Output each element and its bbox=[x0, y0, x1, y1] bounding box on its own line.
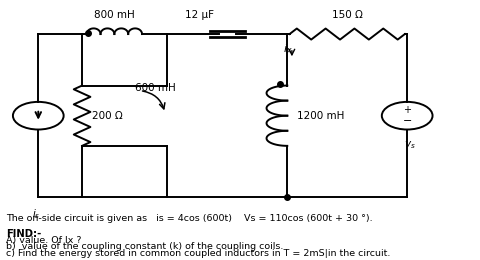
Text: b)  value of the coupling constant (k) of the coupling coils.: b) value of the coupling constant (k) of… bbox=[6, 242, 283, 251]
Text: A) value. Of Ix ?: A) value. Of Ix ? bbox=[6, 236, 82, 245]
Text: 800 mH: 800 mH bbox=[94, 10, 135, 20]
Text: c) Find the energy stored in common coupled inductors in T = 2mS|in the circuit.: c) Find the energy stored in common coup… bbox=[6, 249, 390, 258]
Text: FIND:-: FIND:- bbox=[6, 229, 41, 239]
Text: 1200 mH: 1200 mH bbox=[298, 111, 345, 121]
Text: $v_s$: $v_s$ bbox=[404, 140, 415, 151]
Text: The on-side circuit is given as   is = 4cos (600t)    Vs = 110cos (600t + 30 °).: The on-side circuit is given as is = 4co… bbox=[6, 214, 372, 223]
Text: −: − bbox=[403, 116, 412, 126]
Text: $i_s$: $i_s$ bbox=[32, 207, 40, 221]
Text: 150 Ω: 150 Ω bbox=[332, 10, 363, 20]
Text: $i_x$: $i_x$ bbox=[283, 42, 292, 56]
Text: 12 μF: 12 μF bbox=[185, 10, 214, 20]
Text: 200 Ω: 200 Ω bbox=[92, 111, 123, 121]
Text: 600 mH: 600 mH bbox=[135, 83, 176, 93]
Text: +: + bbox=[403, 106, 411, 115]
